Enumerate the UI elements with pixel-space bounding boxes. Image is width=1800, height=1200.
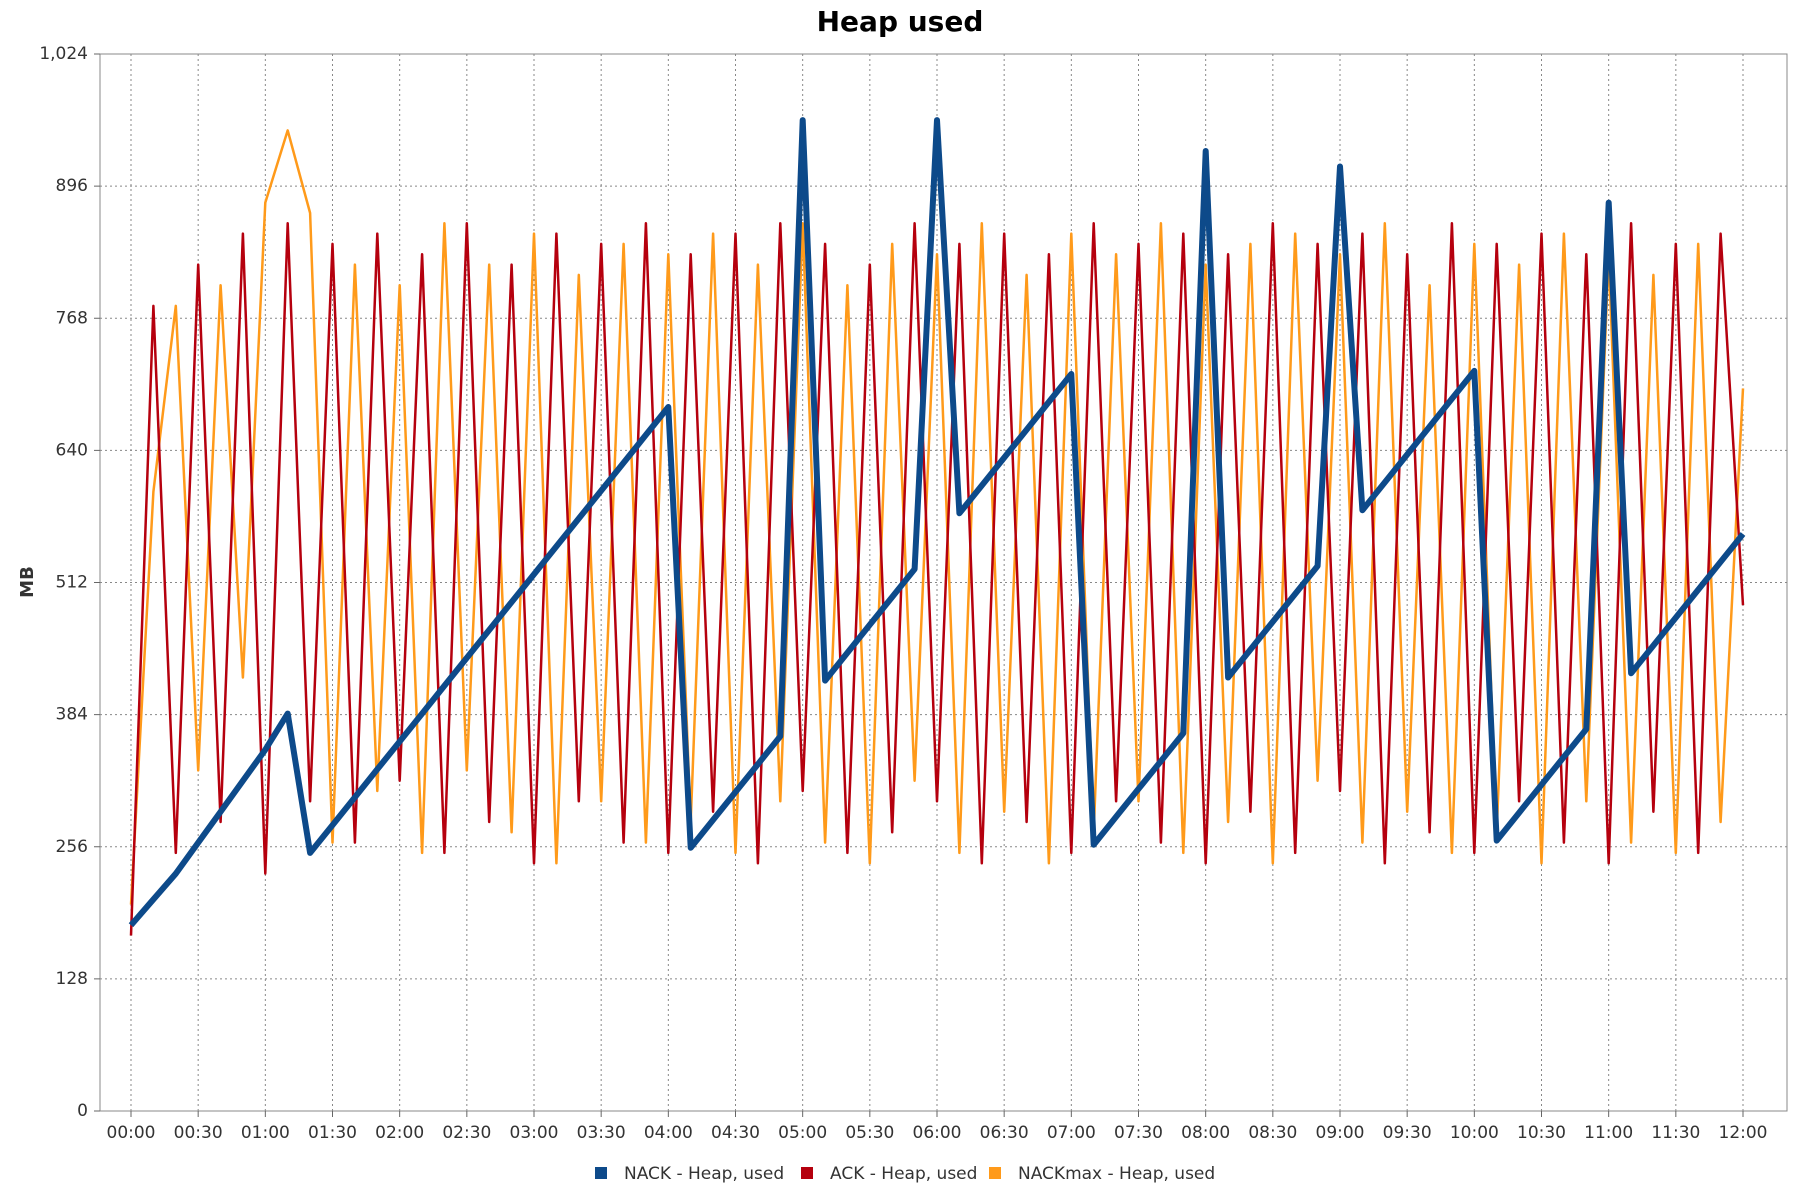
x-tick-label: 06:00	[913, 1123, 962, 1143]
legend-swatch	[595, 1167, 607, 1179]
legend-swatch	[801, 1167, 813, 1179]
legend-swatch	[989, 1167, 1001, 1179]
x-tick-label: 04:00	[644, 1123, 693, 1143]
y-tick-label: 640	[56, 440, 88, 460]
y-tick-label: 512	[56, 573, 88, 593]
y-tick-label: 768	[56, 308, 88, 328]
x-tick-label: 01:00	[241, 1123, 290, 1143]
series-line	[129, 222, 1745, 936]
legend-label: ACK - Heap, used	[830, 1164, 977, 1184]
chart-title: Heap used	[817, 5, 984, 38]
x-tick-label: 07:30	[1114, 1123, 1163, 1143]
x-tick-label: 02:00	[375, 1123, 424, 1143]
x-tick-label: 09:30	[1383, 1123, 1432, 1143]
x-tick-label: 08:30	[1248, 1123, 1297, 1143]
x-tick-label: 10:00	[1450, 1123, 1499, 1143]
x-tick-label: 04:30	[711, 1123, 760, 1143]
series-line	[129, 129, 1745, 905]
y-tick-label: 896	[56, 176, 88, 196]
series-line	[128, 117, 1746, 928]
x-tick-label: 12:00	[1719, 1123, 1768, 1143]
x-tick-label: 05:00	[778, 1123, 827, 1143]
y-tick-label: 384	[56, 705, 88, 725]
y-axis-label: MB	[17, 566, 38, 598]
legend-label: NACK - Heap, used	[624, 1164, 784, 1184]
y-tick-label: 0	[77, 1101, 88, 1121]
y-tick-label: 128	[56, 969, 88, 989]
x-tick-label: 09:00	[1316, 1123, 1365, 1143]
x-tick-label: 02:30	[442, 1123, 491, 1143]
y-tick-label: 1,024	[39, 44, 88, 64]
x-tick-label: 06:30	[980, 1123, 1029, 1143]
x-tick-label: 01:30	[308, 1123, 357, 1143]
x-tick-label: 03:00	[510, 1123, 559, 1143]
x-tick-label: 08:00	[1181, 1123, 1230, 1143]
legend-label: NACKmax - Heap, used	[1018, 1164, 1215, 1184]
x-tick-label: 11:00	[1584, 1123, 1633, 1143]
x-tick-label: 11:30	[1651, 1123, 1700, 1143]
x-tick-label: 10:30	[1517, 1123, 1566, 1143]
y-tick-label: 256	[56, 837, 88, 857]
x-tick-label: 07:00	[1047, 1123, 1096, 1143]
x-tick-label: 03:30	[577, 1123, 626, 1143]
x-tick-label: 00:30	[174, 1123, 223, 1143]
x-tick-label: 00:00	[107, 1123, 156, 1143]
x-tick-label: 05:30	[845, 1123, 894, 1143]
